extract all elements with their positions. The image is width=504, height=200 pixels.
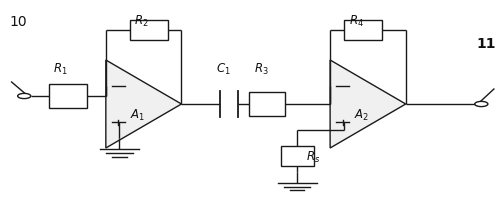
Circle shape bbox=[475, 101, 488, 107]
Bar bbox=[49, 84, 87, 108]
Bar bbox=[344, 20, 382, 40]
Bar bbox=[249, 92, 285, 116]
Text: $R_s$: $R_s$ bbox=[306, 150, 321, 165]
Polygon shape bbox=[106, 60, 181, 148]
Text: $R_1$: $R_1$ bbox=[53, 62, 68, 77]
Polygon shape bbox=[330, 60, 406, 148]
Text: $R_3$: $R_3$ bbox=[254, 62, 268, 77]
Text: 11: 11 bbox=[476, 37, 496, 51]
Text: $R_4$: $R_4$ bbox=[349, 14, 364, 29]
Text: $R_2$: $R_2$ bbox=[134, 14, 148, 29]
Bar bbox=[130, 20, 167, 40]
Text: 10: 10 bbox=[9, 15, 27, 29]
Text: $A_2$: $A_2$ bbox=[354, 108, 369, 123]
Text: $C_1$: $C_1$ bbox=[216, 62, 230, 77]
Text: $A_1$: $A_1$ bbox=[130, 108, 145, 123]
Bar bbox=[281, 146, 313, 166]
Circle shape bbox=[18, 93, 31, 99]
